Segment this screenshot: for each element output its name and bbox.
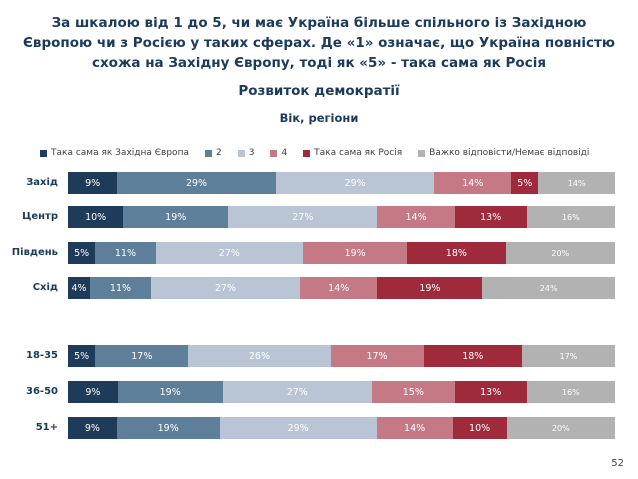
category-label: Захід: [26, 177, 58, 188]
bar-segment: 26%: [188, 345, 331, 367]
bar-segment: 13%: [454, 381, 527, 403]
legend-swatch: [204, 149, 212, 157]
bar-segment: 20%: [506, 417, 615, 439]
legend-label: Така сама як Росія: [314, 148, 403, 158]
bar-segment: 14%: [538, 172, 615, 194]
bar-segment: 17%: [330, 345, 424, 367]
bar-segment: 11%: [90, 277, 151, 299]
bar-segment: 9%: [68, 172, 118, 194]
bar-segment: 9%: [68, 417, 117, 439]
page-number: 52: [611, 458, 624, 469]
title-line: За шкалою від 1 до 5, чи має Україна біл…: [51, 15, 587, 31]
bar-segment: 11%: [95, 242, 156, 264]
bar-segment: 18%: [407, 242, 506, 264]
category-label: Центр: [22, 211, 58, 222]
bar-segment: 29%: [275, 172, 435, 194]
title-line: схожа на Західну Європу, тоді як «5» - т…: [91, 55, 547, 71]
legend-item: 3: [237, 148, 255, 158]
legend-swatch: [418, 149, 426, 157]
legend-item: Така сама як Західна Європа: [40, 148, 189, 158]
legend-label: Така сама як Західна Європа: [51, 148, 189, 158]
chart-subtitle: Вік, регіони: [279, 111, 359, 125]
bar-segment: 5%: [511, 172, 539, 194]
bar-segment: 10%: [452, 417, 507, 439]
bar-segment: 15%: [371, 381, 455, 403]
bar-segment: 14%: [434, 172, 512, 194]
category-label: Схід: [32, 282, 58, 293]
legend-label: 2: [215, 148, 222, 158]
bar-segment: 19%: [123, 206, 229, 228]
bar-segment: 19%: [303, 242, 408, 264]
bar-segment: 16%: [526, 206, 615, 228]
bar-segment: 9%: [68, 381, 118, 403]
bar-segment: 19%: [377, 277, 483, 299]
bar-segment: 27%: [222, 381, 372, 403]
bar-segment: 14%: [377, 206, 455, 228]
legend-swatch: [303, 149, 311, 157]
legend-item: Важко відповісти/Немає відповіді: [418, 148, 589, 158]
bar-segment: 5%: [68, 345, 96, 367]
title-line: Європою чи з Росією у таких сферах. Де «…: [23, 35, 615, 51]
legend-item: Така сама як Росія: [303, 148, 402, 158]
slide-title: За шкалою від 1 до 5, чи має Україна біл…: [0, 13, 638, 73]
bar-segment: 19%: [116, 417, 220, 439]
bar-segment: 27%: [155, 242, 304, 264]
category-label: Південь: [11, 247, 58, 258]
bar-segment: 29%: [219, 417, 377, 439]
legend-swatch: [237, 149, 245, 157]
bar-segment: 19%: [117, 381, 223, 403]
legend-swatch: [40, 149, 47, 157]
bar-segment: 18%: [423, 345, 522, 367]
legend-label: Важко відповісти/Немає відповіді: [429, 148, 590, 158]
bar-segment: 10%: [68, 206, 124, 228]
bar-segment: 5%: [68, 242, 96, 264]
category-label: 18-35: [26, 350, 58, 361]
bar-segment: 13%: [454, 206, 527, 228]
bar-segment: 17%: [95, 345, 189, 367]
bar-segment: 16%: [526, 381, 615, 403]
legend-label: 4: [281, 148, 288, 158]
bar-segment: 27%: [150, 277, 301, 299]
bar-segment: 24%: [482, 277, 615, 299]
chart-title: Розвиток демократії: [238, 83, 400, 99]
legend-item: 2: [204, 148, 222, 158]
bar-segment: 27%: [228, 206, 378, 228]
category-label: 36-50: [26, 386, 58, 397]
bar-segment: 14%: [300, 277, 378, 299]
bar-segment: 14%: [376, 417, 453, 439]
legend-swatch: [270, 149, 278, 157]
chart-legend: Така сама як Західна Європа 2 3 4 Така сама …: [40, 146, 620, 160]
bar-segment: 4%: [68, 277, 91, 299]
legend-item: 4: [270, 148, 287, 158]
legend-label: 3: [248, 148, 255, 158]
bar-segment: 17%: [522, 345, 615, 367]
bar-segment: 29%: [117, 172, 276, 194]
bar-segment: 20%: [505, 242, 615, 264]
category-label: 51+: [35, 422, 58, 433]
